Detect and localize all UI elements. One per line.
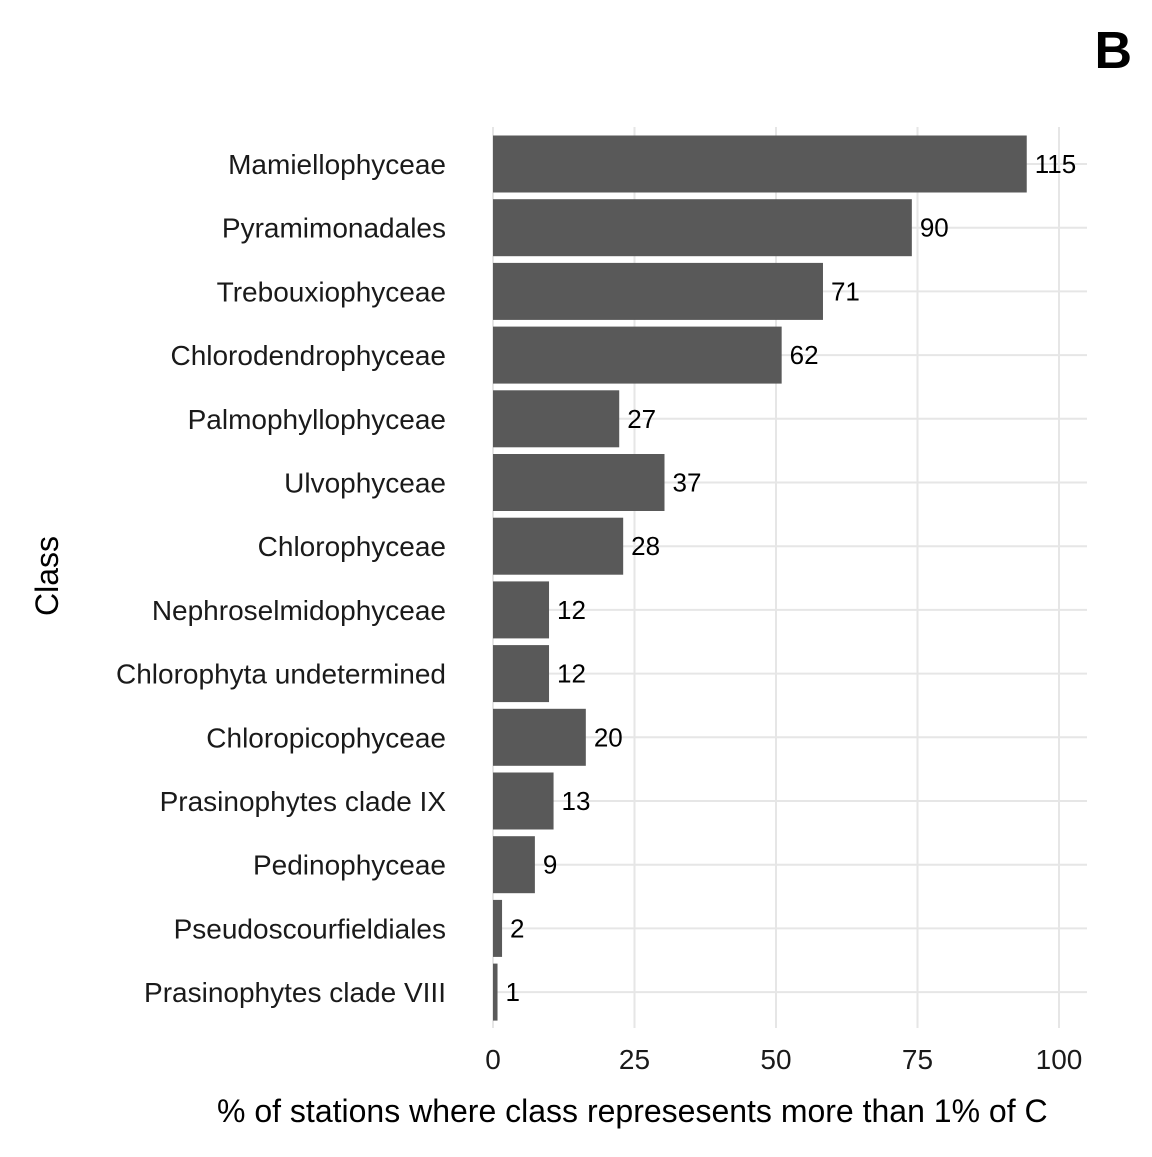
x-tick-label: 75 [902,1044,933,1075]
category-label: Pseudoscourfieldiales [174,913,446,944]
category-label: Mamiellophyceae [228,149,446,180]
bar [493,135,1027,193]
category-label: Chlorophyta undetermined [116,659,446,690]
category-label: Nephroselmidophyceae [152,595,446,626]
bar-value-label: 28 [631,531,660,561]
bar [493,390,620,448]
bar-value-label: 20 [594,722,623,752]
x-tick-label: 100 [1036,1044,1083,1075]
bar [493,963,498,1021]
bar-value-label: 37 [672,468,701,498]
grid-layer [492,127,1087,1028]
bar-value-label: 2 [510,913,524,943]
label-layer: Mamiellophyceae 115 Pyramimonadales 90 Trebo… [116,149,1076,1008]
category-label: Palmophyllophyceae [188,404,446,435]
category-label: Trebouxiophyceae [217,276,446,307]
bar-value-label: 12 [557,659,586,689]
bar-value-label: 12 [557,595,586,625]
category-label: Prasinophytes clade IX [160,786,447,817]
category-label: Prasinophytes clade VIII [144,977,446,1008]
bar [493,199,912,257]
bar-value-label: 27 [627,404,656,434]
category-label: Ulvophyceae [284,468,446,499]
x-tick-label: 50 [760,1044,791,1075]
bar [493,836,535,894]
x-tick-label: 0 [485,1044,501,1075]
bar [493,772,554,830]
x-tick-label: 25 [619,1044,650,1075]
bar [493,454,665,511]
category-label: Pedinophyceae [253,850,446,881]
bar-value-label: 62 [790,340,819,370]
bar [493,708,586,766]
bar-value-label: 115 [1035,149,1076,179]
bar [493,899,503,957]
category-label: Chloropicophyceae [206,722,446,753]
bar [493,517,624,575]
bar-value-label: 9 [543,850,557,880]
bar-value-label: 13 [562,786,591,816]
category-label: Pyramimonadales [222,213,446,244]
bar-value-label: 1 [506,977,520,1007]
bar [493,581,550,639]
bar [493,645,550,703]
bar-layer [493,135,1027,1021]
panel-label: B [1094,22,1132,80]
x-axis-title: % of stations where class represesents m… [217,1093,1048,1129]
x-tick-layer: 0 25 50 75 100 [485,1044,1082,1075]
bar [493,326,782,384]
bar [493,262,823,320]
category-label: Chlorodendrophyceae [170,340,446,371]
y-axis-title: Class [29,536,65,616]
bar-value-label: 71 [831,276,860,306]
bar-value-label: 90 [920,213,949,243]
category-label: Chlorophyceae [258,531,446,562]
